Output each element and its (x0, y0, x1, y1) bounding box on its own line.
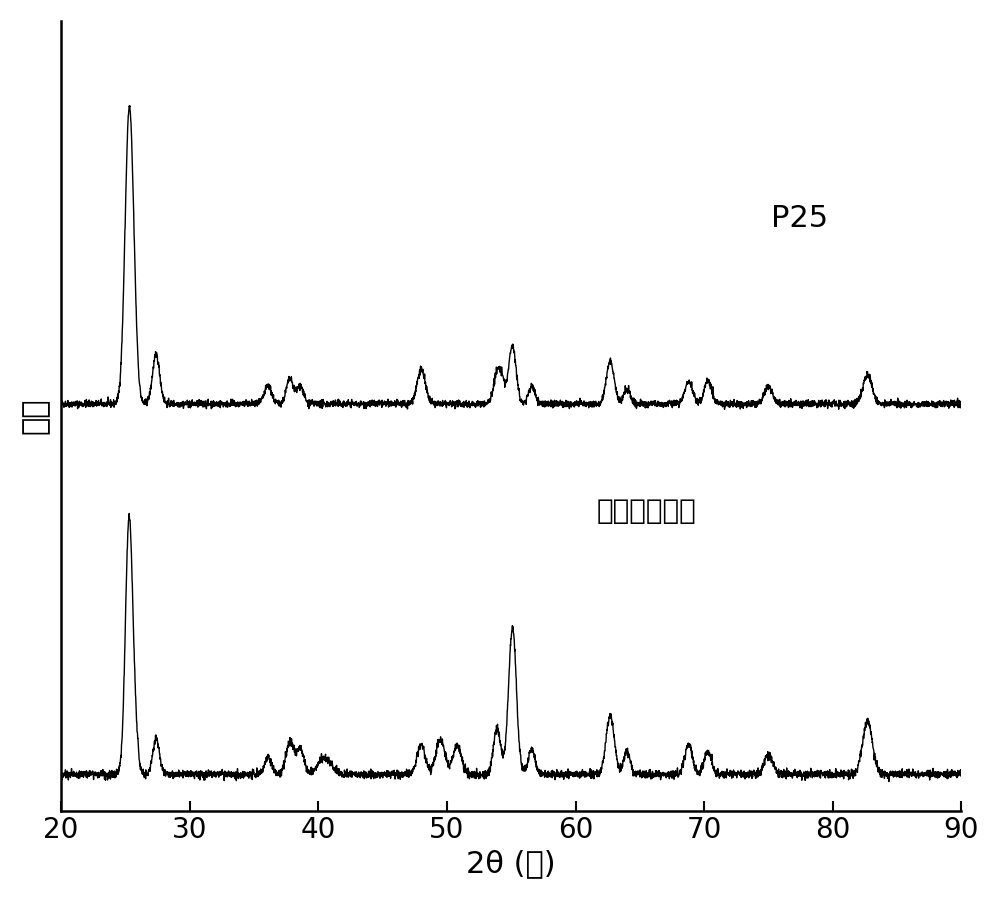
X-axis label: 2θ (度): 2θ (度) (466, 850, 556, 878)
Text: P25: P25 (771, 204, 828, 233)
Text: 介孔二氧化馒: 介孔二氧化馒 (596, 496, 696, 525)
Y-axis label: 强度: 强度 (21, 397, 50, 434)
